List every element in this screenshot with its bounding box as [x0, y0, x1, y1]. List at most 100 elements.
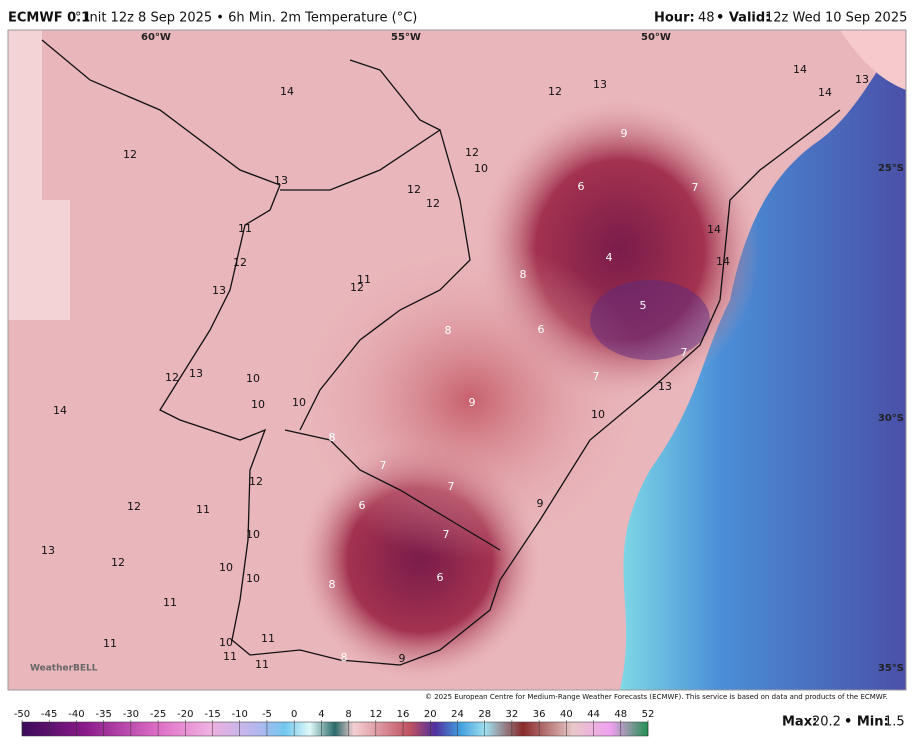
temperature-label: 10: [474, 162, 488, 175]
temperature-label: 13: [274, 174, 288, 187]
map-frame: [7, 29, 907, 691]
colorbar-tick-label: -5: [262, 709, 272, 720]
colorbar: [21, 721, 649, 737]
temperature-label: 7: [380, 459, 387, 472]
temperature-label: 8: [445, 324, 452, 337]
map-description: ° Init 12z 8 Sep 2025 • 6h Min. 2m Tempe…: [75, 11, 417, 26]
temperature-label: 9: [537, 497, 544, 510]
max: 20.2: [812, 715, 841, 730]
colorbar-tick-label: 44: [587, 709, 600, 720]
colorbar-tick-label: 52: [642, 709, 655, 720]
colorbar-tick-label: -50: [14, 709, 30, 720]
colorbar-tick-label: -30: [123, 709, 139, 720]
temperature-label: 11: [163, 596, 177, 609]
temperature-label: 8: [341, 651, 348, 664]
temperature-label: 11: [357, 273, 371, 286]
temperature-label: 12: [350, 281, 364, 294]
temperature-label: 13: [855, 73, 869, 86]
temperature-label: 10: [246, 372, 260, 385]
colorbar-tick-label: 12: [369, 709, 382, 720]
temperature-label: 12: [426, 197, 440, 210]
land-region: [8, 30, 70, 320]
longitude-label: 50°W: [641, 32, 671, 43]
colorbar-tick-label: 0: [291, 709, 297, 720]
temperature-label: 11: [196, 503, 210, 516]
longitude-label: 60°W: [141, 32, 171, 43]
colorbar-tick-label: -35: [95, 709, 111, 720]
temperature-label: 8: [520, 268, 527, 281]
temperature-label: 10: [251, 398, 265, 411]
colorbar-tick-label: -20: [177, 709, 193, 720]
temperature-label: 13: [658, 380, 672, 393]
latitude-label: 35°S: [878, 663, 904, 674]
coldest-region: [590, 280, 710, 360]
temperature-label: 14: [280, 85, 294, 98]
temperature-label: 13: [593, 78, 607, 91]
temperature-label: 12: [127, 500, 141, 513]
temperature-label: 10: [219, 561, 233, 574]
latitude-label: 25°S: [878, 163, 904, 174]
temperature-label: 12: [548, 85, 562, 98]
logo: WeatherBELL: [30, 664, 98, 674]
temperature-label: 11: [261, 632, 275, 645]
longitude-label: 55°W: [391, 32, 421, 43]
colorbar-tick-label: -10: [232, 709, 248, 720]
temperature-label: 12: [111, 556, 125, 569]
colorbar-tick-label: -45: [41, 709, 57, 720]
temperature-label: 5: [640, 299, 647, 312]
hour-label: Hour:: [654, 11, 695, 26]
temperature-label: 9: [399, 652, 406, 665]
temperature-label: 7: [443, 528, 450, 541]
temperature-label: 14: [716, 255, 730, 268]
max-label: Max:: [782, 715, 817, 730]
colorbar-tick-label: -25: [150, 709, 166, 720]
colorbar-tick-label: 48: [614, 709, 627, 720]
temperature-label: 10: [219, 636, 233, 649]
colorbar-tick-label: -40: [68, 709, 84, 720]
temperature-label: 11: [223, 650, 237, 663]
colorbar-tick-label: 4: [318, 709, 324, 720]
temperature-label: 7: [448, 480, 455, 493]
temperature-label: 12: [407, 183, 421, 196]
temperature-label: 4: [606, 251, 613, 264]
temperature-label: 12: [233, 256, 247, 269]
temperature-label: 14: [53, 404, 67, 417]
temperature-label: 13: [189, 367, 203, 380]
hour: 48: [698, 11, 715, 26]
temperature-label: 10: [591, 408, 605, 421]
temperature-label: 10: [246, 528, 260, 541]
temperature-label: 9: [469, 396, 476, 409]
colorbar-tick-label: 36: [533, 709, 546, 720]
valid-label: • Valid:: [716, 11, 770, 26]
colorbar-tick-label: 20: [424, 709, 437, 720]
model-name: ECMWF 0.1: [8, 11, 90, 26]
temperature-label: 6: [538, 323, 545, 336]
min-label: • Min:: [844, 715, 889, 730]
temperature-label: 8: [329, 578, 336, 591]
latitude-label: 30°S: [878, 413, 904, 424]
temperature-label: 10: [246, 572, 260, 585]
temperature-label: 6: [359, 499, 366, 512]
temperature-label: 6: [578, 180, 585, 193]
temperature-label: 14: [818, 86, 832, 99]
min: 1.5: [884, 715, 905, 730]
temperature-label: 8: [329, 431, 336, 444]
colorbar-tick-label: -15: [204, 709, 220, 720]
temperature-label: 12: [249, 475, 263, 488]
land-region: [840, 30, 906, 90]
temperature-label: 13: [41, 544, 55, 557]
temperature-label: 12: [165, 371, 179, 384]
temperature-label: 7: [681, 346, 688, 359]
temperature-label: 11: [255, 658, 269, 671]
temperature-label: 10: [292, 396, 306, 409]
valid-time: 12z Wed 10 Sep 2025: [765, 11, 907, 26]
temperature-label: 7: [692, 181, 699, 194]
colorbar-tick-label: 16: [397, 709, 410, 720]
temperature-label: 14: [793, 63, 807, 76]
temperature-label: 13: [212, 284, 226, 297]
colorbar-tick-label: 8: [345, 709, 351, 720]
temperature-label: 12: [465, 146, 479, 159]
temperature-label: 11: [103, 637, 117, 650]
